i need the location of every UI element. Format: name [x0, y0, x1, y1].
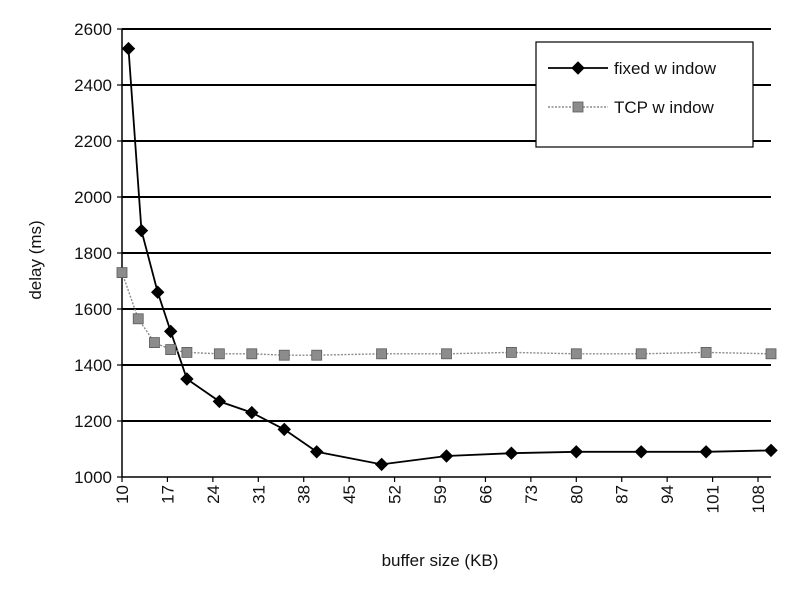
- data-point: [634, 445, 648, 459]
- legend: fixed w indow TCP w indow: [535, 41, 754, 148]
- legend-box: [535, 41, 754, 148]
- y-tick-label: 1600: [74, 300, 112, 319]
- data-point: [374, 457, 389, 472]
- data-point: [277, 422, 291, 437]
- legend-marker: [571, 61, 585, 75]
- data-point: [165, 344, 177, 356]
- x-tick-labels: 10 17 24 31 38 45 52 59 66 73 80 87 94 101 108: [113, 485, 768, 513]
- data-point: [132, 313, 144, 325]
- data-point: [439, 449, 454, 463]
- y-tick-label: 2200: [74, 132, 112, 151]
- x-axis-title: buffer size (KB): [382, 551, 499, 570]
- data-point: [163, 324, 178, 339]
- data-point: [213, 348, 225, 360]
- x-tick-label: 108: [749, 485, 768, 513]
- x-tick-label: 31: [249, 485, 268, 504]
- axes: [117, 28, 771, 482]
- data-point: [635, 348, 647, 360]
- y-tick-labels: 1000 1200 1400 1600 1800 2000 2200 2400 2600: [74, 20, 112, 487]
- y-tick-label: 2000: [74, 188, 112, 207]
- x-tick-label: 17: [158, 485, 177, 504]
- data-point: [441, 348, 452, 360]
- series-line: [121, 272, 772, 356]
- grid-lines: [122, 28, 771, 422]
- data-point: [212, 394, 227, 409]
- y-tick-label: 1200: [74, 412, 112, 431]
- data-point: [278, 349, 290, 361]
- x-tick-label: 59: [431, 485, 450, 504]
- series: [116, 41, 778, 472]
- x-tick-label: 24: [204, 485, 223, 504]
- data-point: [505, 346, 517, 358]
- legend-label: TCP w indow: [614, 98, 715, 117]
- data-point: [504, 446, 519, 460]
- x-tick-label: 73: [522, 485, 541, 504]
- data-point: [121, 41, 136, 56]
- y-tick-label: 1800: [74, 244, 112, 263]
- data-point: [180, 372, 194, 386]
- x-tick-label: 80: [567, 485, 586, 504]
- y-tick-label: 2600: [74, 20, 112, 39]
- data-point: [149, 337, 160, 349]
- data-point: [376, 348, 388, 360]
- data-point: [700, 346, 712, 358]
- x-tick-label: 94: [658, 485, 677, 504]
- x-tick-label: 101: [704, 485, 723, 513]
- data-point: [246, 348, 258, 360]
- data-point: [765, 348, 777, 360]
- data-point: [181, 346, 193, 358]
- data-point: [245, 405, 259, 420]
- data-point: [309, 445, 324, 459]
- x-tick-label: 52: [386, 485, 405, 504]
- data-point: [570, 348, 582, 360]
- series-1: [121, 41, 778, 472]
- x-tick-label: 66: [476, 485, 495, 504]
- x-tick-label: 10: [113, 485, 132, 504]
- data-point: [569, 445, 584, 459]
- legend-label: fixed w indow: [614, 59, 717, 78]
- x-tick-label: 45: [340, 485, 359, 504]
- data-point: [764, 443, 778, 458]
- series-line: [127, 48, 772, 466]
- series-2: [116, 267, 777, 361]
- legend-marker: [572, 101, 584, 113]
- x-tick-label: 38: [295, 485, 314, 504]
- data-point: [699, 445, 713, 459]
- y-tick-label: 1400: [74, 356, 112, 375]
- y-tick-label: 2400: [74, 76, 112, 95]
- x-tick-label: 87: [613, 485, 632, 504]
- data-point: [116, 267, 128, 279]
- data-point: [150, 285, 165, 299]
- data-point: [311, 349, 323, 361]
- y-tick-label: 1000: [74, 468, 112, 487]
- data-point: [134, 223, 149, 238]
- y-axis-title: delay (ms): [26, 220, 45, 299]
